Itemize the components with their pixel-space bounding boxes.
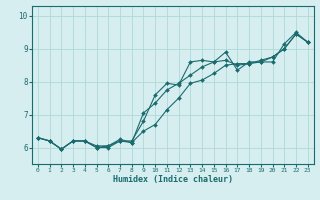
X-axis label: Humidex (Indice chaleur): Humidex (Indice chaleur) <box>113 175 233 184</box>
